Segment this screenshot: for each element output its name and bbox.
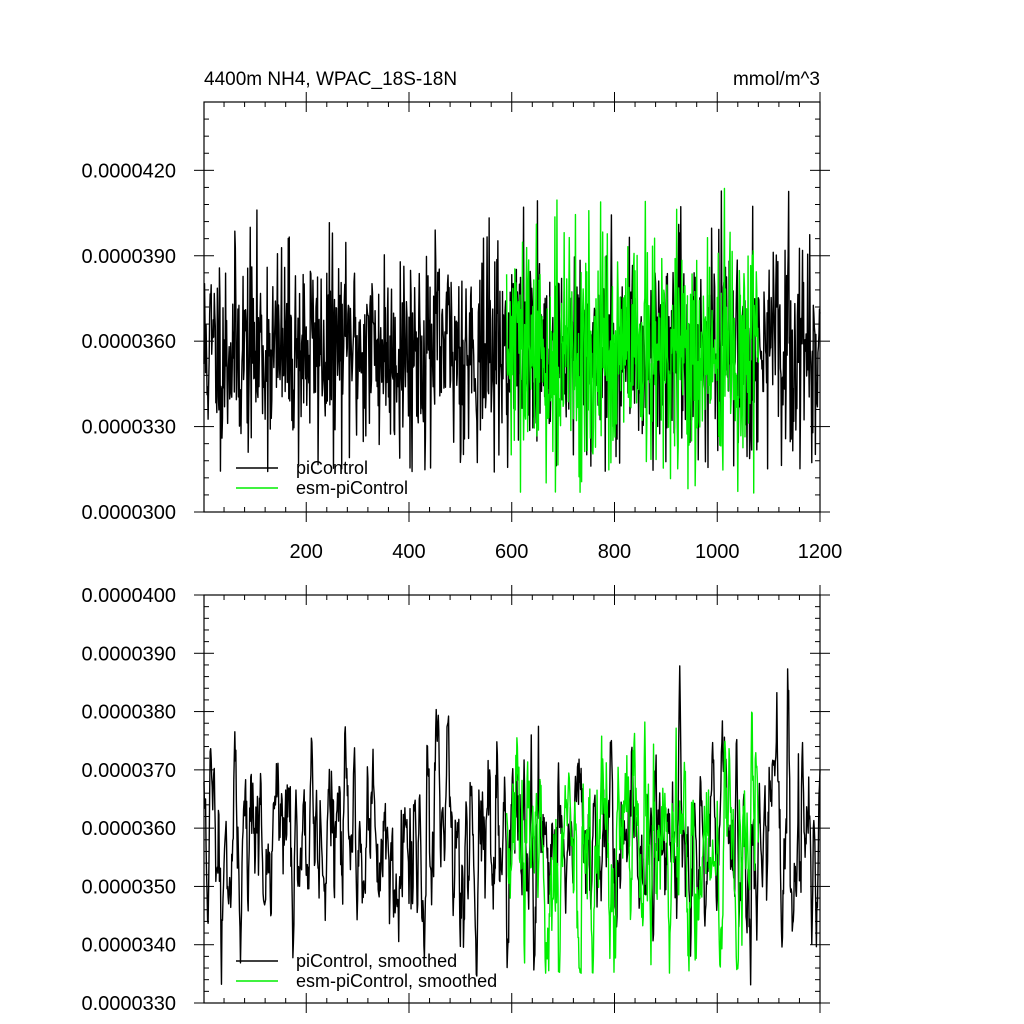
top-x-tick-label: 200 [290,541,323,563]
top-y-tick-label: 0.0000300 [81,502,176,524]
top-y-tick-label: 0.0000420 [81,160,176,182]
bottom-y-tick-label: 0.0000400 [81,585,176,607]
top-x-tick-label: 600 [495,541,528,563]
top-panel: 4400m NH4, WPAC_18S-18N mmol/m^3 0.00003… [81,69,842,563]
top-y-tick-label: 0.0000390 [81,246,176,268]
series-line-esm-picontrol-smoothed [505,711,760,974]
top-y-tick-labels: 0.0000300 0.0000330 0.0000360 0.0000390 … [81,160,176,524]
top-x-tick-label: 1200 [798,541,843,563]
series-line-esm-picontrol [505,187,760,494]
bottom-panel: 0.0000330 0.0000340 0.0000350 0.0000360 … [81,585,830,1015]
bottom-y-tick-labels: 0.0000330 0.0000340 0.0000350 0.0000360 … [81,585,176,1015]
top-y-tick-label: 0.0000360 [81,331,176,353]
legend-label-picontrol-smoothed: piControl, smoothed [296,951,457,971]
top-panel-title: 4400m NH4, WPAC_18S-18N [204,69,457,90]
top-legend: piControl esm-piControl [236,458,408,498]
bottom-y-tick-label: 0.0000390 [81,643,176,665]
legend-label-esm-picontrol: esm-piControl [296,478,408,498]
bottom-legend: piControl, smoothed esm-piControl, smoot… [236,951,497,991]
top-y-tick-label: 0.0000330 [81,417,176,439]
top-plot-frame [203,101,821,513]
bottom-y-tick-label: 0.0000360 [81,818,176,840]
top-plot-lines [203,187,821,494]
bottom-y-tick-label: 0.0000380 [81,702,176,724]
bottom-plot-lines [203,665,821,986]
bottom-plot-frame [203,594,821,1004]
top-panel-units: mmol/m^3 [733,69,820,90]
bottom-y-tick-label: 0.0000350 [81,876,176,898]
legend-label-picontrol: piControl [296,458,368,478]
legend-label-esm-picontrol-smoothed: esm-piControl, smoothed [296,971,497,991]
bottom-y-tick-label: 0.0000340 [81,935,176,957]
bottom-y-tick-label: 0.0000370 [81,760,176,782]
top-x-tick-label: 800 [598,541,631,563]
top-x-tick-labels: 200 400 600 800 1000 1200 [290,541,843,563]
bottom-axis-ticks [194,585,830,1013]
bottom-y-tick-label: 0.0000330 [81,993,176,1015]
top-x-tick-label: 400 [392,541,425,563]
top-x-tick-label: 1000 [695,541,740,563]
